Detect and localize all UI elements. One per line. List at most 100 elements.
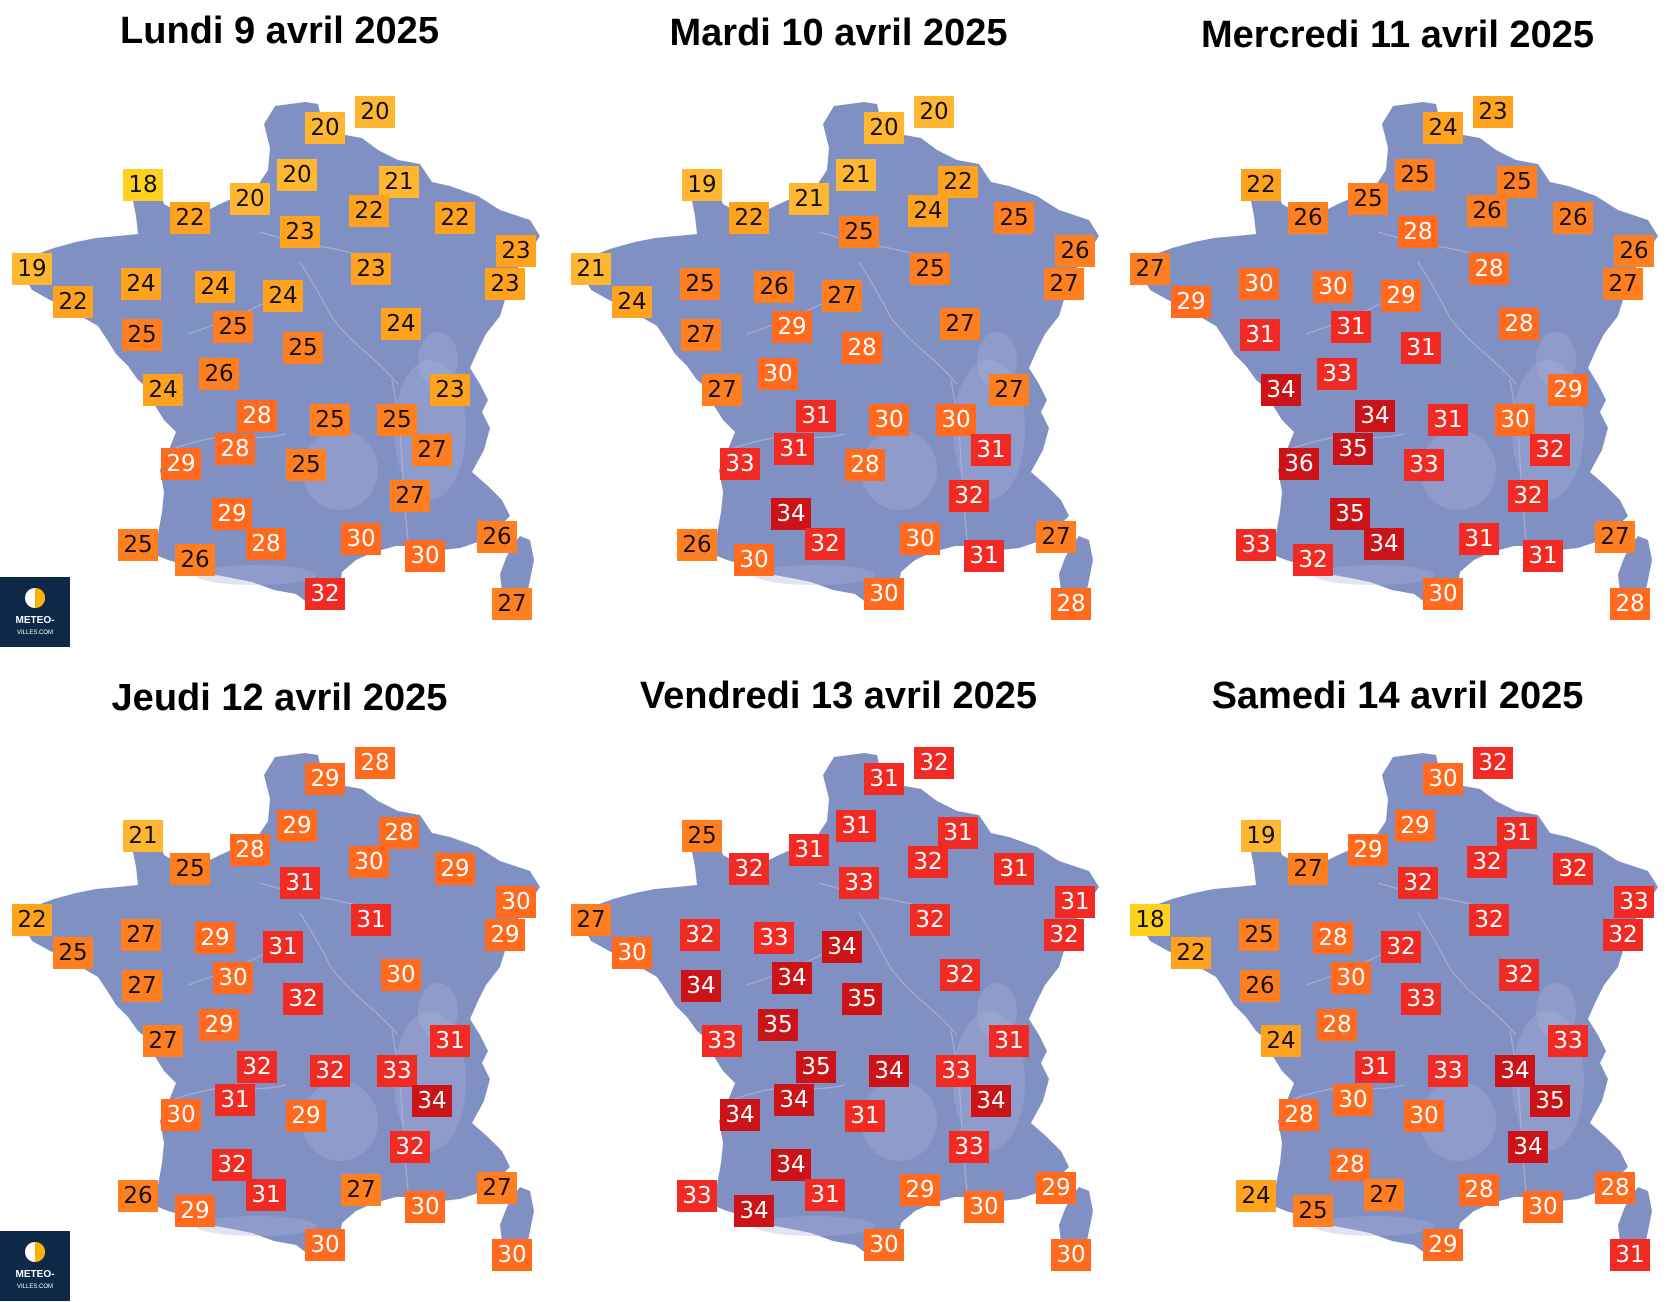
temperature-badge: 32: [1044, 919, 1084, 951]
temperature-badge: 27: [681, 319, 721, 351]
temperature-badge: 27: [390, 480, 430, 512]
temperature-badge: 34: [822, 931, 862, 963]
river-line: [1417, 261, 1517, 385]
river-line: [1509, 1030, 1527, 1192]
forecast-panel: Lundi 9 avril 2025 20 20 18 20 22 20 21 22 22 23 23…: [0, 0, 559, 651]
temperature-badge: 20: [230, 183, 270, 215]
temperature-badge: 27: [492, 588, 532, 620]
temperature-badge: 28: [1313, 922, 1353, 954]
temperature-badge: 31: [805, 1179, 845, 1211]
temperature-badge: 24: [263, 280, 303, 312]
temperature-badge: 31: [774, 433, 814, 465]
panel-title: Samedi 14 avril 2025: [1211, 675, 1584, 717]
temperature-badge: 25: [213, 311, 253, 343]
temperature-badge: 30: [492, 1239, 532, 1271]
temperature-badge: 34: [1364, 528, 1404, 560]
temperature-badge: 34: [771, 1149, 811, 1181]
temperature-badge: 30: [1523, 1191, 1563, 1223]
temperature-badge: 30: [341, 523, 381, 555]
temperature-badge: 34: [869, 1055, 909, 1087]
temperature-badge: 25: [1293, 1195, 1333, 1227]
temperature-badge: 27: [143, 1025, 183, 1057]
temperature-badge: 28: [246, 528, 286, 560]
panel-title: Mardi 10 avril 2025: [669, 12, 1008, 54]
temperature-badge: 20: [864, 112, 904, 144]
temperature-badge: 25: [377, 404, 417, 436]
temperature-badge: 25: [53, 937, 93, 969]
temperature-badge: 25: [1348, 183, 1388, 215]
temperature-badge: 30: [1333, 1084, 1373, 1116]
temperature-badge: 29: [435, 853, 475, 885]
temperature-badge: 28: [1051, 588, 1091, 620]
temperature-badge: 30: [936, 404, 976, 436]
logo-subname: VILLES.COM: [16, 630, 53, 636]
forecast-panel: Mardi 10 avril 2025 20 20 19 21 22 21 22 24 25 25 2…: [559, 0, 1118, 651]
temperature-badge: 31: [964, 540, 1004, 572]
temperature-badge: 34: [774, 1084, 814, 1116]
temperature-badge: 31: [1401, 332, 1441, 364]
temperature-badge: 27: [1603, 268, 1643, 300]
temperature-badge: 24: [1261, 1025, 1301, 1057]
temperature-badge: 31: [263, 931, 303, 963]
temperature-badge: 26: [1614, 235, 1654, 267]
temperature-badge: 30: [869, 404, 909, 436]
temperature-badge: 30: [734, 544, 774, 576]
temperature-badge: 19: [12, 253, 52, 285]
temperature-badge: 32: [310, 1055, 350, 1087]
temperature-badge: 31: [351, 904, 391, 936]
temperature-badge: 23: [430, 374, 470, 406]
temperature-badge: 32: [1293, 544, 1333, 576]
temperature-badge: 31: [864, 763, 904, 795]
forecast-panel: Jeudi 12 avril 2025 28 29 21 29 25 28 28 30 29 31 3…: [0, 651, 559, 1302]
temperature-badge: 33: [1548, 1025, 1588, 1057]
logo-name: METEO-: [15, 1269, 55, 1280]
temperature-badge: 27: [1595, 521, 1635, 553]
temperature-badge: 27: [121, 919, 161, 951]
temperature-badge: 30: [1331, 962, 1371, 994]
temperature-badge: 29: [161, 448, 201, 480]
temperature-badge: 32: [805, 528, 845, 560]
temperature-badge: 30: [305, 1229, 345, 1261]
relief-area: [755, 1216, 875, 1236]
temperature-badge: 31: [1240, 319, 1280, 351]
temperature-badge: 32: [1473, 747, 1513, 779]
temperature-badge: 35: [1333, 433, 1373, 465]
temperature-badge: 28: [1398, 216, 1438, 248]
temperature-badge: 25: [1239, 919, 1279, 951]
temperature-badge: 32: [1381, 931, 1421, 963]
temperature-badge: 26: [1553, 202, 1593, 234]
meteo-villes-logo: METEO- VILLES.COM: [0, 577, 70, 647]
temperature-badge: 31: [1428, 404, 1468, 436]
temperature-badge: 28: [1459, 1174, 1499, 1206]
temperature-badge: 29: [1423, 1229, 1463, 1261]
temperature-badge: 27: [702, 374, 742, 406]
river-line: [391, 1030, 409, 1192]
temperature-badge: 31: [971, 434, 1011, 466]
temperature-badge: 32: [940, 959, 980, 991]
logo-wrapper: METEO- VILLES.COM: [0, 1231, 70, 1301]
temperature-badge: 25: [910, 253, 950, 285]
temperature-badge: 30: [964, 1191, 1004, 1223]
temperature-badge: 32: [949, 480, 989, 512]
forecast-panel: Vendredi 13 avril 2025 32 31 25 31 32 31 31 32 31…: [559, 651, 1118, 1302]
temperature-badge: 24: [195, 271, 235, 303]
temperature-badge: 32: [1499, 959, 1539, 991]
temperature-badge: 31: [796, 400, 836, 432]
temperature-badge: 25: [1497, 166, 1537, 198]
temperature-badge: 32: [305, 578, 345, 610]
temperature-badge: 32: [1508, 480, 1548, 512]
temperature-badge: 21: [123, 820, 163, 852]
temperature-badge: 30: [1051, 1239, 1091, 1271]
temperature-badge: 32: [910, 904, 950, 936]
temperature-badge: 31: [845, 1100, 885, 1132]
temperature-badge: 29: [1171, 286, 1211, 318]
temperature-badge: 24: [1236, 1180, 1276, 1212]
temperature-badge: 27: [940, 308, 980, 340]
temperature-badge: 22: [938, 166, 978, 198]
panel-title: Lundi 9 avril 2025: [120, 10, 439, 52]
sun-moon-icon: [25, 1242, 45, 1262]
temperature-badge: 30: [864, 1229, 904, 1261]
temperature-badge: 29: [1548, 374, 1588, 406]
temperature-badge: 23: [351, 253, 391, 285]
temperature-badge: 31: [246, 1179, 286, 1211]
